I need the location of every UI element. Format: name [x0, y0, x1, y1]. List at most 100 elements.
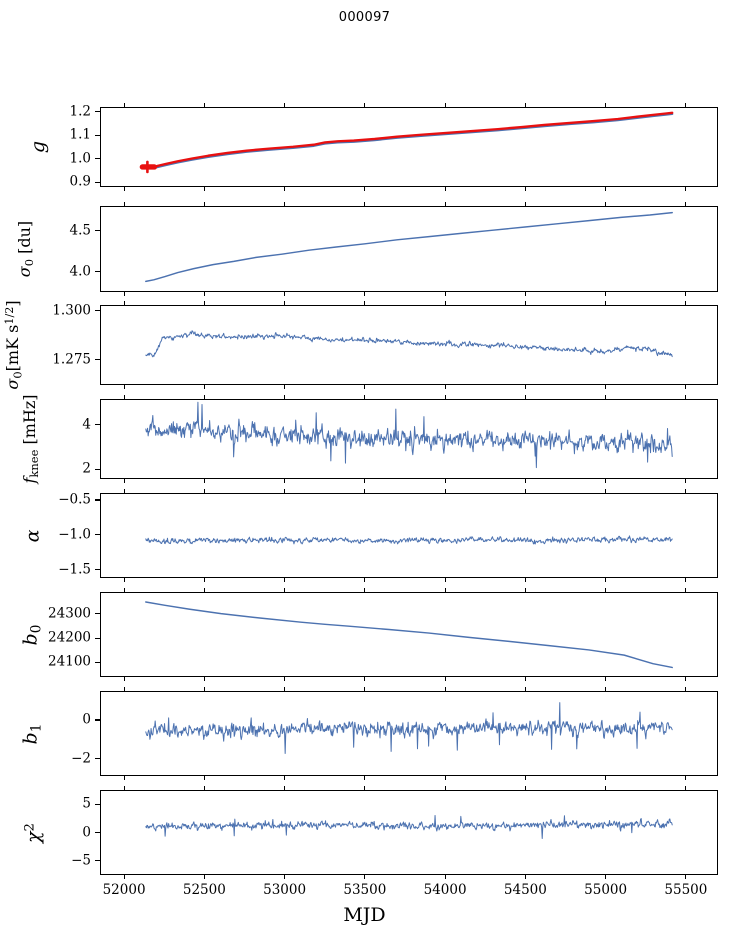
x-tick-mark: [444, 677, 446, 681]
x-tick-mark: [123, 479, 125, 483]
x-tick-mark: [364, 687, 366, 691]
x-tick-mark: [203, 187, 205, 191]
x-axis-label: MJD: [343, 904, 386, 926]
x-tick-mark: [444, 687, 446, 691]
x-tick-mark: [284, 786, 286, 790]
x-tick-mark: [605, 578, 607, 582]
x-tick-mark: [685, 103, 687, 107]
x-tick-mark: [444, 588, 446, 592]
x-tick-label: 55000: [584, 882, 628, 898]
plot-panel--du-: [100, 206, 718, 292]
x-tick-mark: [364, 786, 366, 790]
x-tick-mark: [203, 786, 205, 790]
y-tick-label: 2: [82, 460, 91, 477]
x-tick-mark: [203, 776, 205, 780]
y-tick-mark: [95, 534, 100, 536]
y-tick-mark: [95, 181, 100, 183]
x-tick-mark: [605, 479, 607, 483]
x-tick-mark: [364, 103, 366, 107]
x-tick-mark: [364, 292, 366, 296]
x-tick-mark: [685, 301, 687, 305]
x-tick-mark: [444, 385, 446, 389]
x-tick-mark: [364, 301, 366, 305]
y-axis-label-panel-7: χ2: [21, 822, 44, 843]
x-tick-mark: [203, 395, 205, 399]
x-tick-mark: [605, 677, 607, 681]
y-tick-mark: [95, 758, 100, 760]
y-tick-label: 4.5: [69, 221, 91, 238]
x-tick-mark: [685, 385, 687, 389]
x-tick-mark: [605, 187, 607, 191]
y-axis-label-panel-2: σ0[mK s1/2]: [3, 300, 25, 390]
x-tick-mark: [123, 103, 125, 107]
x-tick-mark: [203, 103, 205, 107]
y-tick-mark: [95, 661, 100, 664]
y-tick-label: 4: [82, 415, 91, 432]
x-tick-mark: [524, 578, 526, 582]
x-tick-mark: [524, 786, 526, 790]
y-tick-mark: [95, 569, 100, 571]
x-tick-mark: [685, 578, 687, 582]
x-tick-mark: [203, 578, 205, 582]
x-tick-mark: [123, 687, 125, 691]
x-tick-mark: [364, 202, 366, 206]
x-tick-mark: [284, 588, 286, 592]
y-tick-mark: [95, 230, 100, 232]
y-tick-label: −1.5: [58, 560, 91, 577]
x-tick-mark: [364, 187, 366, 191]
x-tick-mark: [123, 786, 125, 790]
x-tick-mark: [444, 776, 446, 780]
y-tick-mark: [95, 134, 100, 136]
x-tick-mark: [605, 301, 607, 305]
x-tick-mark: [444, 395, 446, 399]
x-tick-label: 52500: [182, 882, 226, 898]
x-tick-mark: [284, 489, 286, 493]
x-tick-mark: [444, 187, 446, 191]
y-tick-label: −1.0: [58, 526, 91, 543]
x-tick-mark: [685, 479, 687, 483]
x-tick-mark: [444, 479, 446, 483]
plot-panel--mk-s-1-2-: [100, 305, 718, 385]
x-tick-mark: [364, 677, 366, 681]
x-tick-mark: [605, 103, 607, 107]
x-tick-mark: [605, 292, 607, 296]
x-tick-mark: [123, 776, 125, 780]
x-tick-mark: [685, 776, 687, 780]
plot-panel-b-: [100, 592, 718, 677]
x-tick-mark: [605, 202, 607, 206]
y-tick-label: −5: [71, 852, 91, 869]
x-tick-mark: [203, 588, 205, 592]
x-tick-label: 54000: [423, 882, 467, 898]
x-tick-mark: [685, 489, 687, 493]
plot-panel--: [100, 790, 718, 875]
x-tick-mark: [284, 479, 286, 483]
x-tick-mark: [685, 202, 687, 206]
x-tick-mark: [685, 677, 687, 681]
x-tick-label: 53500: [343, 882, 387, 898]
x-tick-mark: [685, 786, 687, 790]
y-tick-mark: [95, 271, 100, 273]
x-tick-mark: [605, 786, 607, 790]
x-tick-mark: [685, 395, 687, 399]
x-tick-mark: [123, 677, 125, 681]
y-tick-mark: [95, 158, 100, 160]
y-tick-label: 24300: [48, 605, 91, 622]
x-tick-mark: [203, 677, 205, 681]
x-tick-mark: [203, 875, 205, 879]
plot-panel--: [100, 493, 718, 578]
x-tick-mark: [524, 776, 526, 780]
x-tick-mark: [524, 489, 526, 493]
x-tick-mark: [685, 875, 687, 879]
x-tick-mark: [605, 489, 607, 493]
x-tick-mark: [364, 385, 366, 389]
x-tick-mark: [524, 687, 526, 691]
x-tick-mark: [605, 687, 607, 691]
x-tick-mark: [605, 395, 607, 399]
y-tick-mark: [95, 860, 100, 862]
x-tick-mark: [524, 187, 526, 191]
x-tick-mark: [524, 103, 526, 107]
x-tick-mark: [524, 292, 526, 296]
y-tick-label: −2: [71, 749, 91, 766]
x-tick-mark: [123, 301, 125, 305]
x-tick-label: 54500: [503, 882, 547, 898]
